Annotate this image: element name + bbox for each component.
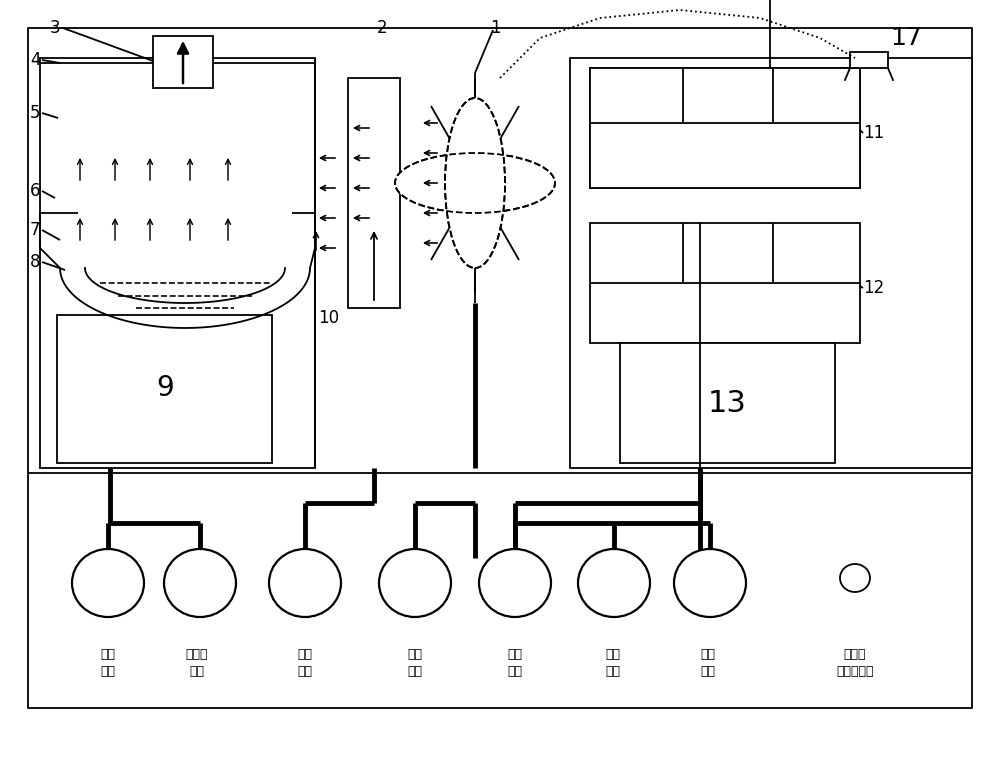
Text: 风量
调节: 风量 调节	[298, 648, 312, 678]
Text: 负离子
开关: 负离子 开关	[186, 648, 208, 678]
Text: 3: 3	[50, 19, 61, 37]
Text: 7: 7	[30, 221, 40, 239]
Ellipse shape	[479, 549, 551, 617]
Ellipse shape	[72, 549, 144, 617]
Text: 热疼
开关: 热疼 开关	[700, 648, 716, 678]
Text: 6: 6	[30, 182, 40, 200]
Text: 9: 9	[156, 374, 174, 402]
Ellipse shape	[674, 549, 746, 617]
Text: 13: 13	[708, 389, 746, 418]
Ellipse shape	[445, 98, 505, 268]
Text: 4: 4	[30, 51, 40, 69]
Text: 8: 8	[30, 253, 40, 271]
Text: 1: 1	[490, 19, 501, 37]
Text: 电源
开关: 电源 开关	[606, 648, 620, 678]
Text: 定时
调节: 定时 调节	[408, 648, 422, 678]
Text: 雾量
调节: 雾量 调节	[100, 648, 116, 678]
Text: 5: 5	[30, 104, 40, 122]
Text: 2: 2	[377, 19, 388, 37]
Text: 温度
调节: 温度 调节	[508, 648, 522, 678]
Text: 10: 10	[318, 309, 339, 327]
Ellipse shape	[395, 153, 555, 213]
Text: 零电势
电极片接口: 零电势 电极片接口	[836, 648, 874, 678]
Bar	[57, 315, 272, 463]
Bar	[590, 68, 860, 188]
Bar	[850, 52, 888, 68]
Text: 12: 12	[863, 279, 884, 297]
Text: 11: 11	[863, 124, 884, 142]
Bar	[620, 343, 835, 463]
Ellipse shape	[379, 549, 451, 617]
Bar	[153, 36, 213, 88]
Ellipse shape	[578, 549, 650, 617]
Bar	[570, 58, 972, 468]
Ellipse shape	[269, 549, 341, 617]
Bar	[348, 78, 400, 308]
Ellipse shape	[164, 549, 236, 617]
Text: 17: 17	[890, 26, 922, 50]
Ellipse shape	[840, 564, 870, 592]
Bar	[40, 58, 315, 468]
Bar	[28, 28, 972, 708]
Bar	[590, 68, 860, 188]
Bar	[590, 223, 860, 343]
